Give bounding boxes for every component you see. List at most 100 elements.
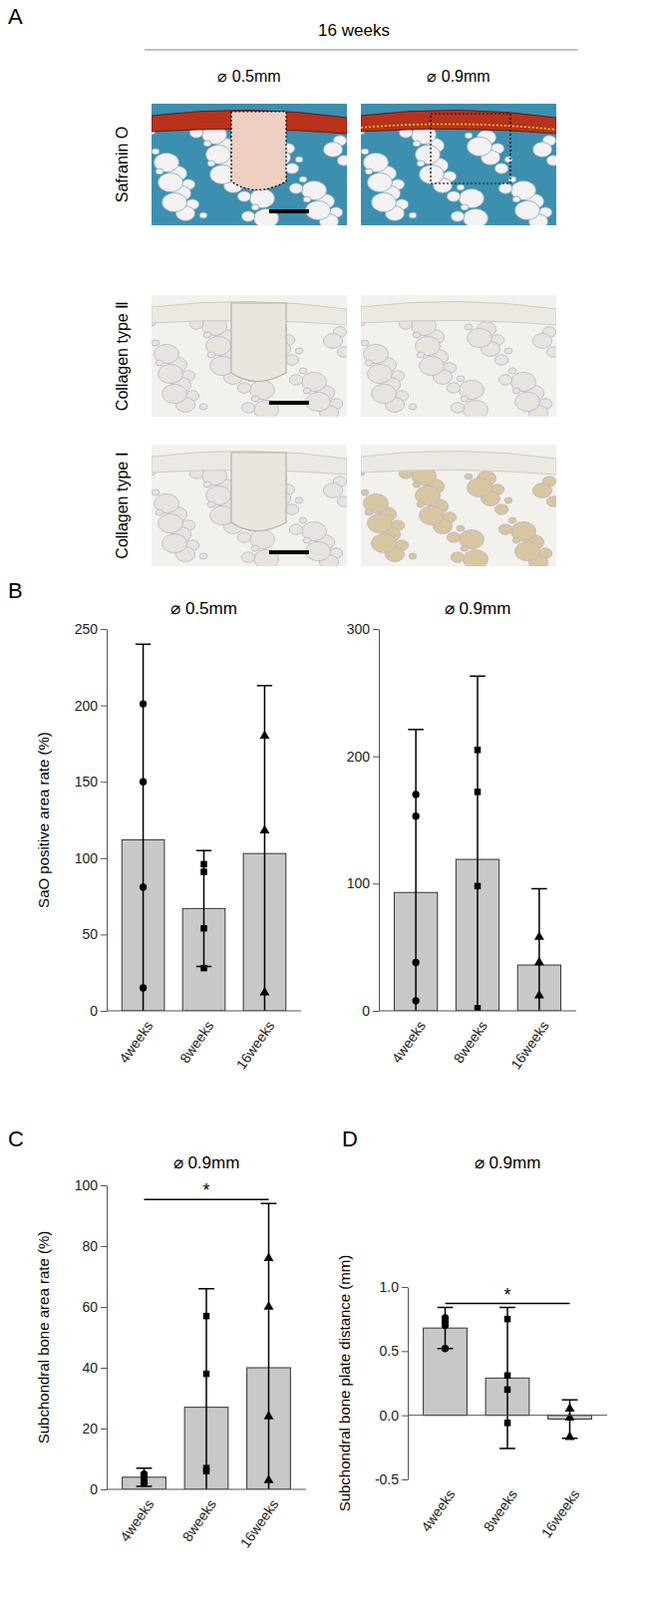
y-tick-label: 80 (81, 1238, 98, 1255)
error-bar (257, 685, 273, 1011)
marrow-space (289, 374, 304, 385)
y-axis: -0.50.00.51.0 (374, 1279, 409, 1488)
marrow-space (360, 148, 369, 155)
data-point (534, 957, 545, 967)
marrow-space (364, 359, 373, 366)
marrow-space (416, 351, 425, 358)
marrow-space (295, 156, 304, 163)
data-point (411, 996, 419, 1004)
marrow-space (158, 363, 184, 383)
marrow-space (508, 517, 517, 524)
x-tick-label: 4weeks (388, 1017, 429, 1066)
marrow-space (498, 183, 513, 194)
y-tick-label: 50 (81, 926, 98, 943)
marrow-space (241, 552, 256, 563)
baseline (106, 1489, 307, 1491)
image-background (151, 103, 347, 226)
marrow-space (289, 524, 304, 535)
y-tick-label: 60 (81, 1299, 98, 1315)
marrow-space (419, 505, 445, 525)
y-axis-title: Subchondral bone area rate (%) (34, 1231, 52, 1444)
marrow-space (295, 497, 304, 504)
marrow-space (408, 403, 417, 410)
data-point (504, 1372, 511, 1379)
marrow-space (251, 395, 260, 402)
y-tick-label: -0.5 (374, 1471, 399, 1488)
marrow-space (419, 355, 445, 375)
panel-label: D (341, 1126, 358, 1152)
column-label: ⌀ 0.5mm (217, 67, 281, 85)
marrow-space (512, 387, 521, 394)
marrow-space (241, 402, 256, 413)
marrow-space (464, 132, 473, 139)
y-tick: 0.5 (379, 1342, 408, 1359)
y-tick-label: 40 (81, 1359, 98, 1376)
x-tick: 16weeks (538, 1479, 584, 1542)
panel-label: B (7, 578, 23, 604)
error-bar (469, 675, 486, 1011)
marrow-space (532, 333, 552, 349)
marrow-space (371, 192, 397, 212)
marrow-space (446, 532, 461, 543)
marrow-space (203, 140, 212, 147)
data-point (260, 986, 271, 996)
y-tick: 0 (361, 1002, 379, 1019)
y-tick-mark (401, 1415, 408, 1417)
marrow-space (460, 204, 469, 211)
marrow-space (336, 155, 347, 166)
data-point (441, 1344, 449, 1352)
error-bar (136, 1468, 153, 1487)
data-point (260, 730, 271, 740)
x-axis: 4weeks8weeks16weeks (116, 1489, 282, 1552)
marrow-space (371, 383, 397, 403)
marrow-space (464, 473, 473, 480)
data-point (139, 883, 147, 891)
marrow-space (412, 481, 421, 488)
data-point (264, 1410, 275, 1420)
marrow-space (162, 533, 188, 553)
x-axis: 4weeks8weeks16weeks (388, 1010, 553, 1073)
marrow-space (498, 374, 513, 385)
marrow-space (303, 537, 312, 544)
marrow-space (408, 212, 417, 219)
y-tick: 40 (81, 1359, 107, 1376)
y-tick-mark (100, 1428, 107, 1430)
marrow-space (408, 553, 417, 560)
marrow-space (419, 164, 445, 184)
y-tick-mark (372, 629, 379, 631)
defect-region (231, 452, 287, 532)
marrow-space (512, 537, 521, 544)
marrow-space (155, 359, 164, 366)
chart-title: ⌀ 0.9mm (474, 1153, 542, 1173)
marrow-space (199, 553, 208, 560)
y-tick-mark (401, 1287, 408, 1289)
data-point (474, 746, 481, 753)
y-tick: 100 (74, 850, 107, 867)
x-tick-label: 4weeks (417, 1486, 458, 1535)
significance-label: * (503, 1285, 511, 1306)
chart: ⌀ 0.9mm01002003004weeks8weeks16weeks (346, 599, 577, 1073)
y-tick-mark (372, 1010, 379, 1012)
figure: ABCD16 weeks⌀ 0.5mm⌀ 0.9mmSafranin OColl… (0, 0, 654, 1600)
marrow-space (303, 387, 312, 394)
marrow-space (237, 532, 252, 543)
error-bar (198, 1289, 215, 1490)
marrow-space (306, 391, 331, 411)
y-tick-mark (100, 1489, 107, 1491)
marrow-space (323, 142, 342, 158)
y-axis-line (407, 1288, 409, 1481)
y-axis-title: Subchondral bone plate distance (mm) (335, 1255, 353, 1513)
marrow-space (446, 382, 461, 393)
marrow-space (446, 191, 461, 202)
histology-image (151, 103, 347, 226)
chart-title: ⌀ 0.5mm (170, 599, 238, 619)
marrow-space (295, 347, 304, 354)
marrow-space (364, 509, 373, 516)
data-point (139, 778, 147, 786)
data-point (474, 883, 481, 890)
marrow-space (285, 354, 300, 365)
data-point (565, 1431, 576, 1441)
marrow-space (299, 176, 308, 183)
data-point (504, 1386, 511, 1393)
error-bar (437, 1308, 454, 1349)
